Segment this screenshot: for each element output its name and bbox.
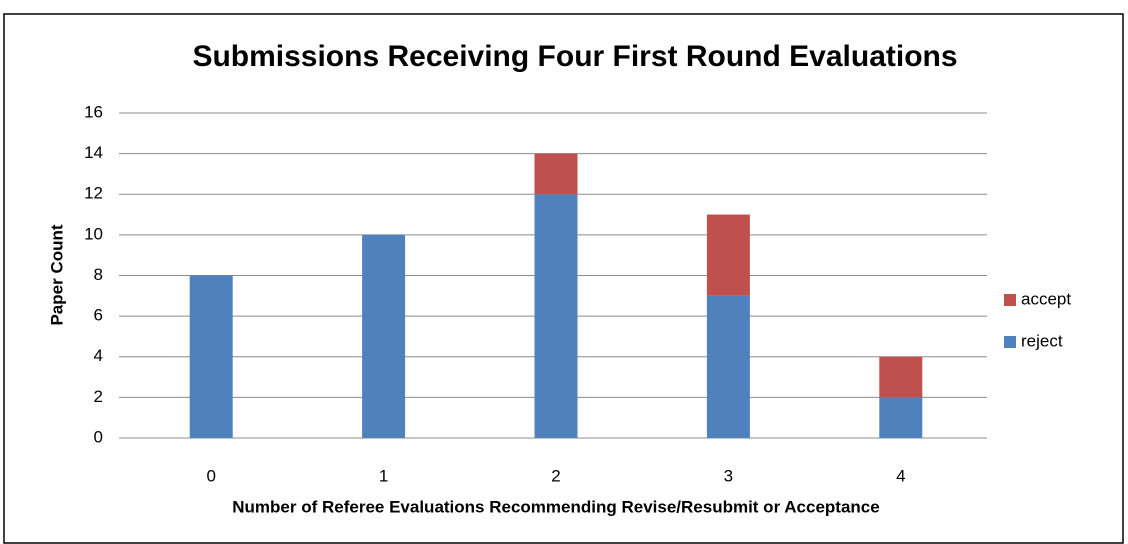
x-tick-label: 1 <box>379 466 388 485</box>
bar-segment <box>879 397 923 438</box>
y-tick-label: 8 <box>94 265 103 284</box>
y-tick-label: 4 <box>94 346 103 365</box>
y-tick-label: 14 <box>84 143 103 162</box>
bar-segment <box>534 153 578 195</box>
y-tick-label: 12 <box>84 184 103 203</box>
chart-title: Submissions Receiving Four First Round E… <box>192 40 957 73</box>
bar-segment <box>534 194 578 438</box>
y-tick-label: 0 <box>94 427 103 446</box>
y-tick-label: 16 <box>84 102 103 121</box>
x-tick-label: 2 <box>551 466 560 485</box>
legend-swatch <box>1004 294 1016 306</box>
x-tick-label: 0 <box>206 466 215 485</box>
y-tick-label: 6 <box>94 306 103 325</box>
y-axis-label: Paper Count <box>47 224 66 325</box>
y-tick-label: 10 <box>84 224 103 243</box>
legend-label: reject <box>1021 331 1063 350</box>
x-tick-label: 3 <box>724 466 733 485</box>
x-tick-label: 4 <box>896 466 905 485</box>
bar-segment <box>879 356 923 398</box>
y-tick-label: 2 <box>94 387 103 406</box>
bar-segment <box>706 295 750 438</box>
x-axis-label: Number of Referee Evaluations Recommendi… <box>232 497 879 516</box>
bar-segment <box>189 275 233 438</box>
bar-segment <box>706 214 750 296</box>
legend-swatch <box>1004 336 1016 348</box>
bar-segment <box>362 234 406 438</box>
legend-label: accept <box>1021 289 1071 308</box>
